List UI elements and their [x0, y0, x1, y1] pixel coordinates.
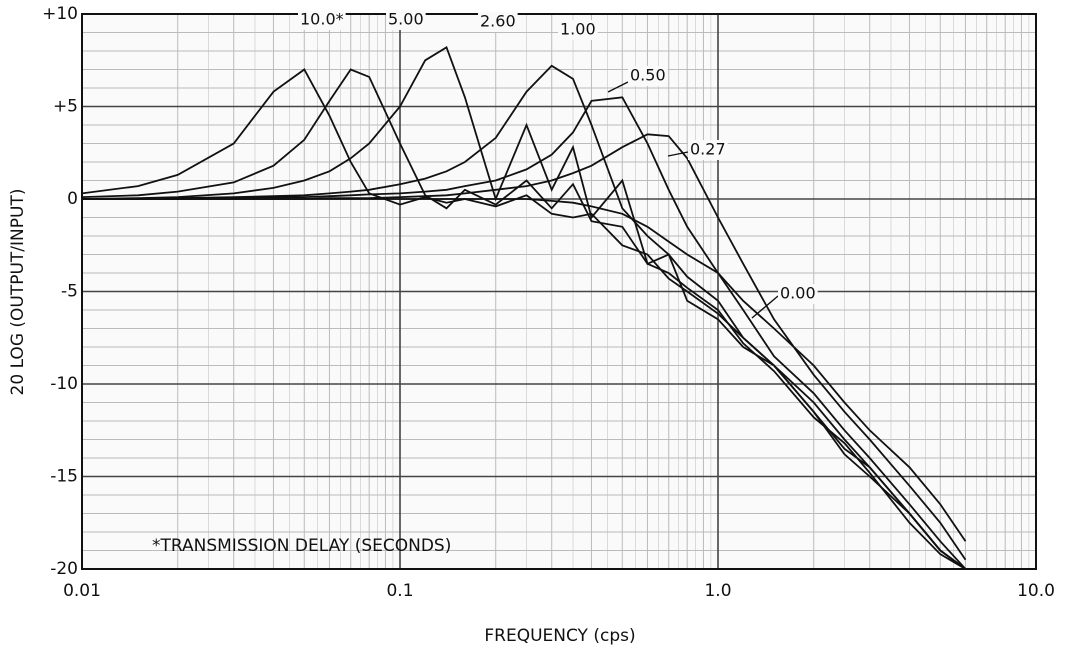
label-bg [688, 140, 728, 160]
leader-line [667, 151, 689, 157]
y-tick-label: -5 [61, 282, 78, 302]
series-line [82, 198, 967, 542]
leader-line [607, 81, 629, 93]
label-bg [778, 284, 818, 304]
x-tick-label: 1.0 [704, 581, 731, 601]
series-line [82, 68, 966, 569]
series-label: 0.27 [690, 140, 726, 159]
x-axis-title: FREQUENCY (cps) [484, 626, 635, 646]
series-line [82, 45, 967, 569]
series-line [82, 64, 967, 569]
y-tick-label: -10 [50, 374, 78, 394]
label-bg [628, 66, 668, 86]
series-line [82, 96, 967, 569]
label-bg [558, 20, 598, 40]
label-bg [478, 12, 518, 32]
y-tick-label: 0 [67, 189, 78, 209]
y-tick-label: -15 [50, 467, 78, 487]
series-label: 0.00 [780, 284, 816, 303]
label-bg [386, 10, 426, 30]
plot-frame [81, 13, 1037, 570]
y-tick-label: -20 [50, 559, 78, 579]
y-axis-title: 20 LOG (OUTPUT/INPUT) [8, 189, 28, 396]
lines [82, 45, 967, 569]
y-tick-label: +10 [42, 4, 78, 24]
series-label: 0.50 [630, 66, 666, 85]
label-bg [298, 10, 346, 30]
y-tick-label: +5 [53, 97, 78, 117]
series-label: 5.00 [388, 10, 424, 29]
series-label: 10.0* [300, 10, 344, 29]
series-label: 2.60 [480, 12, 516, 31]
leader-line [751, 295, 779, 319]
annotation: *TRANSMISSION DELAY (SECONDS) [152, 536, 451, 556]
labels: 0.01 0.1 1.0 10.0 +10 +5 0 -5 -10 -15 -20 10.0* 5.00… [42, 4, 1055, 601]
x-tick-label: 10.0 [1017, 581, 1055, 601]
x-tick-label: 0.01 [63, 581, 101, 601]
series-label: 1.00 [560, 20, 596, 39]
x-tick-label: 0.1 [386, 581, 413, 601]
